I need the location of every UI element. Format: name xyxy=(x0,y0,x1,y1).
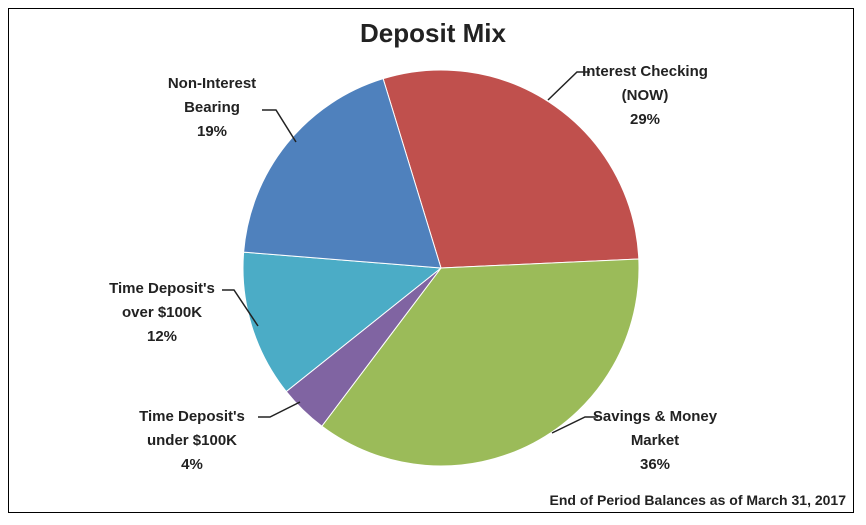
frame xyxy=(8,8,854,513)
category-label: Interest Checking (NOW) xyxy=(582,63,708,104)
leader-line xyxy=(551,416,598,434)
pie-slice xyxy=(321,258,640,467)
leader-line xyxy=(547,71,590,101)
slice-label: Savings & Money Market 36% xyxy=(585,405,725,477)
value-label: 19% xyxy=(196,123,228,140)
slice-label: Non-Interest Bearing 19% xyxy=(157,72,267,144)
slice-label: Time Deposit's under $100K 4% xyxy=(127,405,257,477)
value-label: 36% xyxy=(639,456,671,473)
leader-lines xyxy=(222,71,598,434)
leader-line xyxy=(222,289,259,327)
chart-title: Deposit Mix xyxy=(360,18,506,48)
category-label: Time Deposit's under $100K xyxy=(139,408,245,449)
category-label: Time Deposit's over $100K xyxy=(109,280,215,321)
value-label: 4% xyxy=(181,456,203,473)
pie-slice xyxy=(243,78,442,269)
pie-slice xyxy=(382,69,640,269)
category-label: Non-Interest Bearing xyxy=(167,75,257,116)
value-label: 12% xyxy=(146,328,178,345)
slice-label: Time Deposit's over $100K 12% xyxy=(97,277,227,349)
caption: End of Period Balances as of March 31, 2… xyxy=(549,492,846,508)
category-label: Savings & Money Market xyxy=(592,408,718,449)
pie-slice xyxy=(242,251,443,393)
leader-line xyxy=(258,401,301,418)
leader-line xyxy=(262,109,297,143)
slice-label: Interest Checking (NOW) 29% xyxy=(570,60,720,132)
value-label: 29% xyxy=(629,111,661,128)
